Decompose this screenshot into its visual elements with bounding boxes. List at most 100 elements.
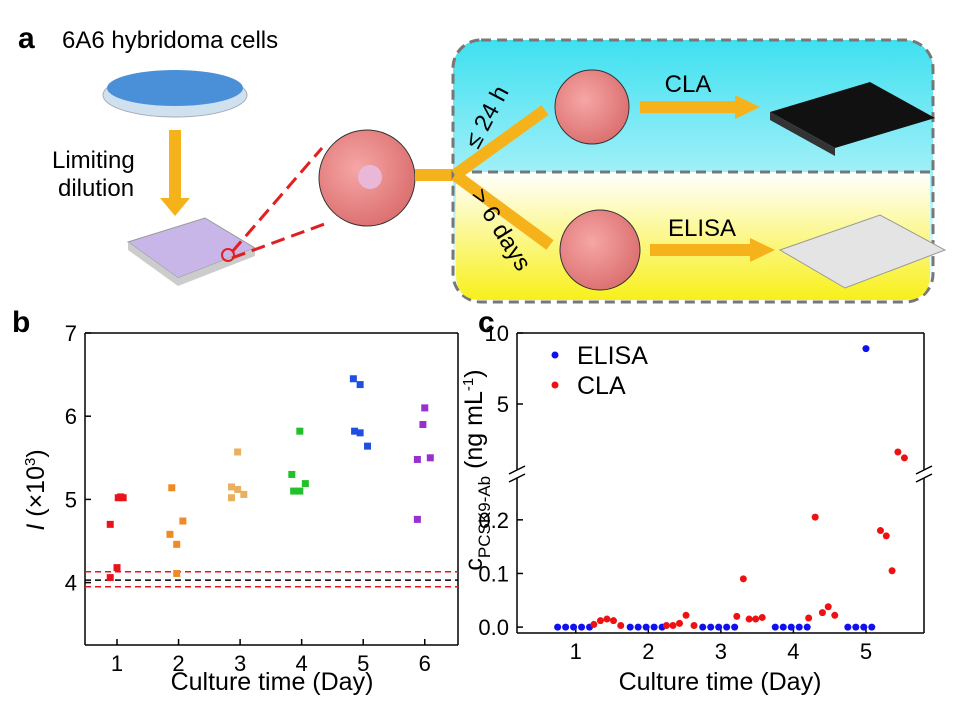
point [554, 623, 562, 631]
well-early [554, 69, 630, 145]
y-axis-label-part: PCSK9-Ab [475, 476, 494, 558]
point [682, 611, 690, 619]
point [860, 623, 868, 631]
point [106, 520, 114, 528]
point [739, 575, 747, 583]
x-tick-label: 6 [419, 651, 431, 676]
point [676, 619, 684, 627]
point [876, 527, 884, 535]
point [731, 623, 739, 631]
point [715, 623, 723, 631]
x-tick-label: 2 [172, 651, 184, 676]
point [758, 613, 766, 621]
point [888, 567, 896, 575]
point [787, 623, 795, 631]
y-axis-label-part: ) [460, 369, 488, 377]
x-tick-label: 5 [357, 651, 369, 676]
point [690, 621, 698, 629]
point [824, 603, 832, 611]
point [868, 623, 876, 631]
axis-break [915, 465, 933, 475]
y-tick-label: 6 [65, 404, 77, 429]
point [426, 454, 434, 462]
point [844, 623, 852, 631]
axis-break-gap [916, 470, 932, 478]
point [168, 484, 176, 492]
point [634, 623, 642, 631]
legend-marker [551, 351, 559, 359]
x-tick-label: 4 [787, 639, 799, 664]
x-tick-label: 3 [234, 651, 246, 676]
point [578, 623, 586, 631]
panel-label: b [12, 306, 30, 339]
y-tick-label: 4 [65, 571, 77, 596]
label: ELISA [668, 215, 736, 242]
point [852, 623, 860, 631]
point [617, 621, 625, 629]
point [349, 375, 357, 383]
point [351, 427, 359, 435]
point [733, 612, 741, 620]
point [803, 623, 811, 631]
point [745, 615, 753, 623]
label: dilution [58, 175, 134, 202]
point [662, 621, 670, 629]
branch-arrow [451, 105, 554, 250]
y-axis-label-part: c [460, 558, 488, 571]
label: Limiting [52, 147, 135, 174]
y-axis-label-part: (ng mL [460, 391, 488, 476]
point [364, 442, 372, 450]
diagram: a 6A6 hybridoma cells Limiting dilution … [18, 22, 947, 304]
cell [358, 165, 382, 189]
point [113, 564, 121, 572]
y-axis-label-part: -1 [460, 378, 477, 391]
chip-side [770, 112, 835, 156]
arrow-head [160, 198, 190, 216]
point [227, 483, 235, 491]
x-tick-label: 1 [111, 651, 123, 676]
point [562, 623, 570, 631]
y-axis-label-part: ) [22, 449, 50, 457]
y-axis-label-part: I [22, 524, 50, 531]
point [421, 404, 429, 412]
dish-medium [107, 70, 243, 106]
y-tick-label: 0.0 [478, 615, 509, 640]
point [413, 455, 421, 463]
point [288, 470, 296, 478]
axis-break [915, 473, 933, 483]
y-tick-label: 10 [485, 321, 509, 346]
y-tick-label: 7 [65, 321, 77, 346]
point [795, 623, 803, 631]
x-tick-label: 3 [715, 639, 727, 664]
point [626, 623, 634, 631]
point [590, 620, 598, 628]
point [296, 427, 304, 435]
point [356, 381, 364, 389]
x-tick-label: 5 [860, 639, 872, 664]
point [234, 448, 242, 456]
label: 6A6 hybridoma cells [62, 27, 278, 54]
point [811, 513, 819, 521]
point [596, 617, 604, 625]
x-tick-label: 1 [570, 639, 582, 664]
panel-label: a [18, 22, 35, 55]
point [119, 494, 127, 502]
point [900, 454, 908, 462]
point [862, 345, 870, 353]
label: CLA [665, 71, 712, 98]
well-highlight [221, 248, 235, 262]
y-axis-label-part: 3 [22, 458, 39, 466]
axis-break [508, 465, 526, 475]
axis-break [508, 473, 526, 483]
arrow [640, 101, 750, 256]
y-tick-label: 5 [65, 487, 77, 512]
y-tick-label: 0.2 [478, 508, 509, 533]
point [234, 485, 242, 493]
x-tick-label: 2 [642, 639, 654, 664]
arrow-head [735, 95, 775, 262]
point [570, 623, 578, 631]
x-axis-label: Culture time (Day) [619, 668, 822, 696]
point [831, 611, 839, 619]
point [173, 540, 181, 548]
